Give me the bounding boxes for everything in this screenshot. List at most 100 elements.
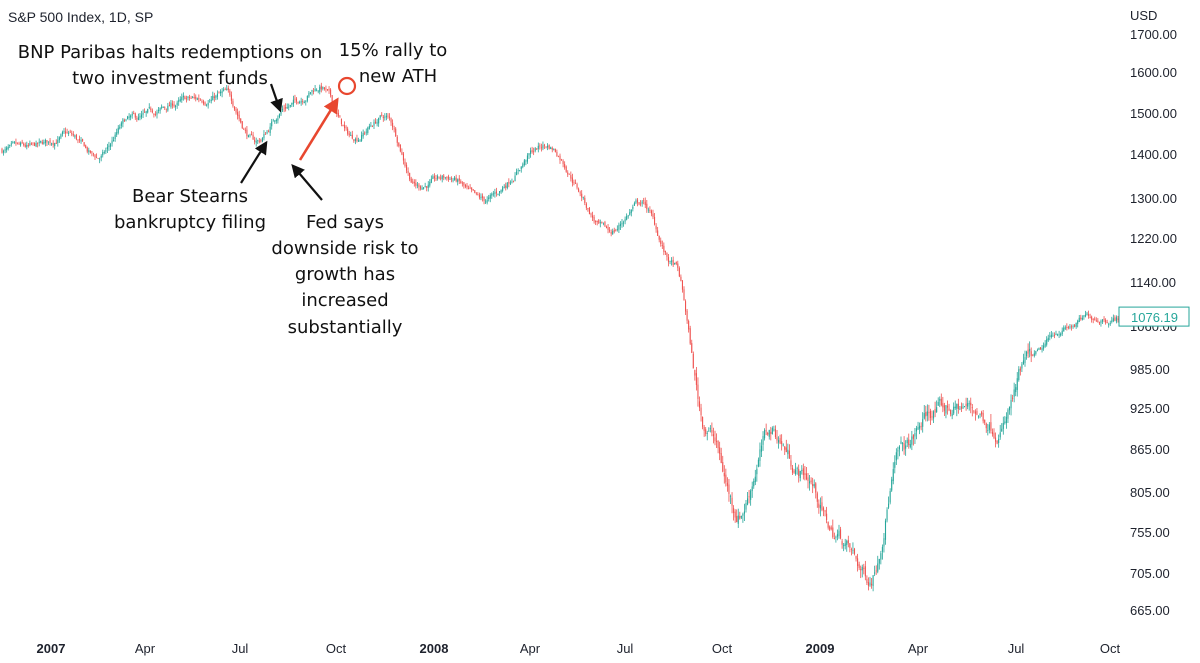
candle-body [7,146,9,149]
candle-body [512,181,515,183]
candle-body [942,403,944,408]
candle-body [542,145,544,149]
last-price-label: 1076.19 [1131,310,1178,325]
annotation-fed-line3: growth has [295,264,395,285]
candle-body [427,184,429,188]
time-axis[interactable]: 2007 Apr Jul Oct 2008 Apr Jul Oct 2009 Apr Jul Oct [37,641,1121,656]
candle-body [272,120,274,122]
candle-body [878,558,880,564]
candle-body [968,403,970,405]
candle-body [1032,354,1034,356]
candle-body [906,439,908,444]
annotation-fed: Fed says downside risk to growth has inc… [271,212,418,338]
candle-body [1012,397,1014,399]
candle-body [500,189,502,193]
candle-body [412,181,414,183]
candle-body [226,89,228,90]
candle-body [78,139,81,141]
candle-body [224,89,226,91]
candle-body [474,190,476,193]
candle-body [1066,326,1068,328]
candle-body [588,208,590,215]
annotation-bnp: BNP Paribas halts redemptions on two inv… [18,42,323,89]
candle-body [30,143,32,145]
candle-body [13,141,15,143]
candle-body [495,191,497,194]
time-tick-label: 2007 [37,641,66,656]
candle-body [534,148,536,151]
candle-body [278,114,280,118]
candle-body [799,470,801,479]
price-tick-label: 925.00 [1130,401,1170,416]
candle-body [189,97,191,98]
candle-body [249,134,251,136]
candle-body [616,228,618,230]
candle-body [858,564,860,568]
candle-body [176,102,178,106]
candle-body [869,582,871,586]
candle-body [948,408,950,411]
candle-body [220,91,222,94]
candle-body [100,155,102,158]
candle-body [238,114,240,119]
candle-body [964,406,966,407]
candle-body [981,412,983,415]
candlestick-series [1,82,1119,592]
price-axis[interactable]: 1700.00 1600.00 1500.00 1400.00 1300.00 1220.… [1130,27,1177,618]
candle-body [58,137,60,141]
candle-body [632,206,634,209]
candle-body [82,138,84,142]
candle-body [181,97,183,101]
annotation-fed-line4: increased [301,290,388,311]
candle-body [368,126,370,129]
candle-body [847,540,849,544]
candle-body [415,182,417,186]
candle-body [523,160,525,166]
candle-body [698,401,701,408]
candle-body [925,412,927,417]
candle-body [466,185,468,188]
candle-body [351,134,353,139]
candle-body [619,224,621,226]
candle-body [247,135,249,138]
candle-body [996,441,998,444]
candle-body [108,145,110,148]
candle-body [750,490,752,500]
candle-body [423,187,425,189]
candle-body [638,202,640,205]
candle-body [292,99,294,105]
candle-body [832,527,834,538]
candle-body [903,443,905,450]
candle-body [52,142,54,145]
candle-body [705,429,707,434]
candle-body [888,503,890,508]
candle-body [605,226,608,229]
candle-body [454,177,456,180]
candle-body [3,150,5,153]
candle-body [1106,322,1108,324]
candle-body [261,137,263,142]
time-tick-label: Oct [326,641,347,656]
candle-body [581,193,583,198]
candle-body [590,213,592,215]
candle-body [34,142,36,146]
candle-body [641,201,643,204]
candle-body [976,411,978,415]
candle-body [959,408,961,410]
candle-body [289,104,291,107]
candle-body [1089,316,1091,318]
annotation-fed-line2: downside risk to [271,238,418,259]
candle-body [151,110,153,113]
candle-body [601,221,603,223]
candle-body [424,186,426,187]
candle-body [457,179,459,182]
candle-body [685,301,687,312]
candle-body [567,172,569,175]
candle-body [371,126,373,128]
candle-body [230,94,232,101]
candle-body [1060,333,1062,336]
candle-body [660,240,662,244]
candle-body [571,177,573,183]
candle-body [227,87,229,91]
